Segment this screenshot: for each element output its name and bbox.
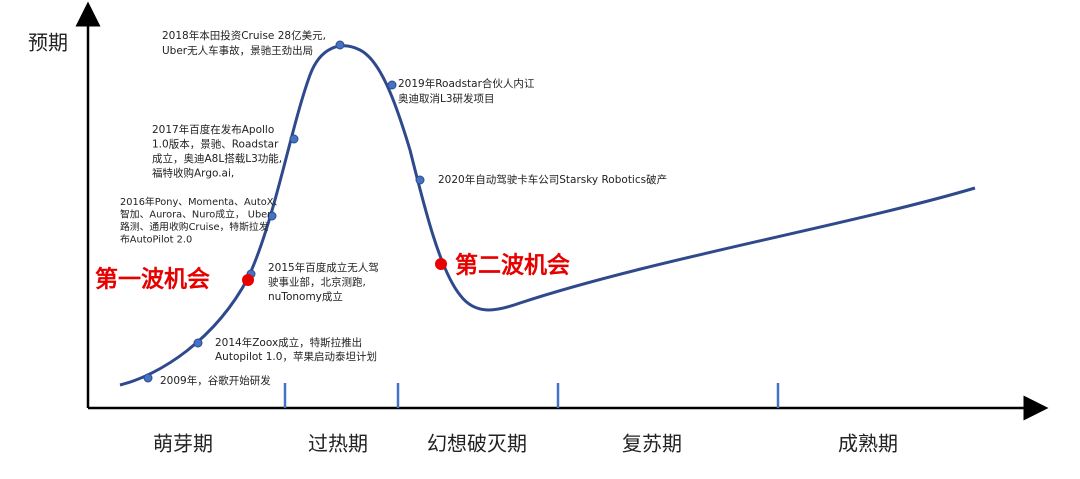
phase-label: 过热期 — [308, 432, 368, 456]
event-text: 2019年Roadstar合伙人内讧 — [398, 77, 535, 90]
event-text: 驶事业部，北京测跑, — [268, 276, 366, 289]
event-text: 2009年，谷歌开始研发 — [160, 374, 271, 387]
y-axis-label: 预期 — [28, 31, 68, 55]
event-points — [143, 40, 425, 383]
opportunity-label: 第二波机会 — [455, 252, 570, 279]
phase-label: 萌芽期 — [153, 432, 213, 456]
phase-label: 幻想破灭期 — [427, 432, 527, 456]
event-text: nuTonomy成立 — [268, 290, 343, 303]
phase-dividers — [283, 383, 780, 408]
hype-curve — [119, 44, 976, 387]
event-text: 2015年百度成立无人驾 — [268, 261, 379, 274]
event-text: 2016年Pony、Momenta、AutoX、 — [120, 195, 283, 208]
event-text: 路测、通用收购Cruise，特斯拉发 — [120, 220, 269, 233]
opportunity-dot — [242, 274, 254, 286]
event-text: 2018年本田投资Cruise 28亿美元, — [162, 29, 326, 42]
event-text: Uber无人车事故，景驰王劲出局 — [162, 44, 313, 57]
event-text: 成立，奥迪A8L搭载L3功能, — [152, 152, 282, 165]
event-text: 智加、Aurora、Nuro成立， Uber — [120, 208, 272, 221]
event-text: 1.0版本，景驰、Roadstar — [152, 138, 279, 151]
event-text: 2017年百度在发布Apollo — [152, 123, 274, 136]
event-text: Autopilot 1.0，苹果启动泰坦计划 — [215, 350, 377, 363]
phase-label: 成熟期 — [838, 432, 898, 456]
phase-label: 复苏期 — [622, 432, 682, 456]
event-text: 2020年自动驾驶卡车公司Starsky Robotics破产 — [438, 173, 667, 186]
event-text: 2014年Zoox成立，特斯拉推出 — [215, 336, 362, 349]
opportunity-label: 第一波机会 — [95, 266, 210, 293]
event-text: 奥迪取消L3研发项目 — [398, 92, 495, 105]
opportunity-dot — [435, 258, 447, 270]
event-text: 布AutoPilot 2.0 — [120, 234, 192, 246]
event-text: 福特收购Argo.ai, — [152, 167, 234, 180]
